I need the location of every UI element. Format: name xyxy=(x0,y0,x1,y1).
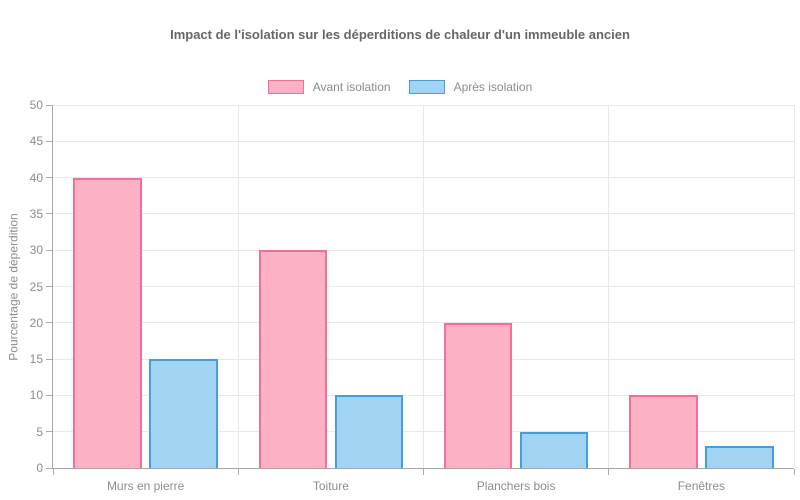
y-axis-tick-label: 50 xyxy=(29,98,43,112)
x-axis-tick xyxy=(793,469,795,475)
y-axis-tick xyxy=(46,394,52,396)
y-axis-tick xyxy=(46,467,52,469)
legend-swatch xyxy=(408,80,445,94)
y-axis-tick xyxy=(46,140,52,142)
gridline-vertical xyxy=(423,105,424,468)
y-axis-tick xyxy=(46,358,52,360)
y-axis-tick xyxy=(46,431,52,433)
bar-avant-isolation-1[interactable] xyxy=(73,177,142,468)
y-axis-tick-label: 5 xyxy=(36,424,43,439)
gridline-vertical xyxy=(793,105,795,468)
legend-swatch xyxy=(267,80,304,94)
legend-item-apr-s-isolation[interactable]: Après isolation xyxy=(408,80,533,94)
bar-avant-isolation-3[interactable] xyxy=(443,322,513,468)
y-axis-tick-label: 25 xyxy=(29,279,43,294)
x-axis-category-label: Toiture xyxy=(312,479,349,493)
y-axis-tick-label: 30 xyxy=(29,243,43,258)
x-axis-tick xyxy=(423,469,424,475)
chart-title: Impact de l'isolation sur les déperditio… xyxy=(170,27,630,42)
gridline-vertical xyxy=(237,105,239,468)
bar-apr-s-isolation-2[interactable] xyxy=(334,395,404,468)
y-axis-tick-label: 45 xyxy=(29,134,43,149)
y-axis-tick xyxy=(46,249,52,251)
y-axis-tick-label: 15 xyxy=(29,352,43,367)
y-axis-tick xyxy=(46,177,52,179)
x-axis-category-label: Murs en pierre xyxy=(106,479,185,493)
legend-label: Après isolation xyxy=(453,80,533,94)
y-axis-title-box: Pourcentage de déperdition xyxy=(0,105,28,468)
gridline-vertical xyxy=(608,105,610,468)
y-axis-tick xyxy=(46,322,52,324)
bar-apr-s-isolation-3[interactable] xyxy=(519,431,589,468)
plot-area: 0 5 10 15 20 25 30 35 40 45 50 Murs en pierre Toitur… xyxy=(30,98,795,493)
y-axis-tick xyxy=(46,286,52,287)
y-axis-tick-label: 20 xyxy=(29,315,43,330)
y-axis-tick xyxy=(46,213,52,215)
y-axis-tick-label: 10 xyxy=(29,388,43,403)
legend-item-avant-isolation[interactable]: Avant isolation xyxy=(267,80,391,94)
x-axis-category-label: Fenêtres xyxy=(677,479,726,493)
x-axis-tick xyxy=(52,469,54,475)
bar-apr-s-isolation-4[interactable] xyxy=(705,446,774,468)
chart-legend: Avant isolation Après isolation xyxy=(0,80,800,94)
x-axis-category-label: Planchers bois xyxy=(476,479,556,493)
x-axis-tick xyxy=(608,469,610,475)
y-axis-tick-label: 0 xyxy=(36,461,43,475)
bar-apr-s-isolation-1[interactable] xyxy=(149,359,218,468)
y-axis-tick xyxy=(46,104,52,106)
y-axis-title: Pourcentage de déperdition xyxy=(7,212,22,361)
legend-label: Avant isolation xyxy=(312,80,391,94)
y-axis-tick-label: 35 xyxy=(29,206,43,221)
y-axis-tick-label: 40 xyxy=(29,170,43,185)
bar-avant-isolation-2[interactable] xyxy=(258,250,328,468)
x-axis-tick xyxy=(237,469,239,475)
bar-avant-isolation-4[interactable] xyxy=(629,395,698,468)
